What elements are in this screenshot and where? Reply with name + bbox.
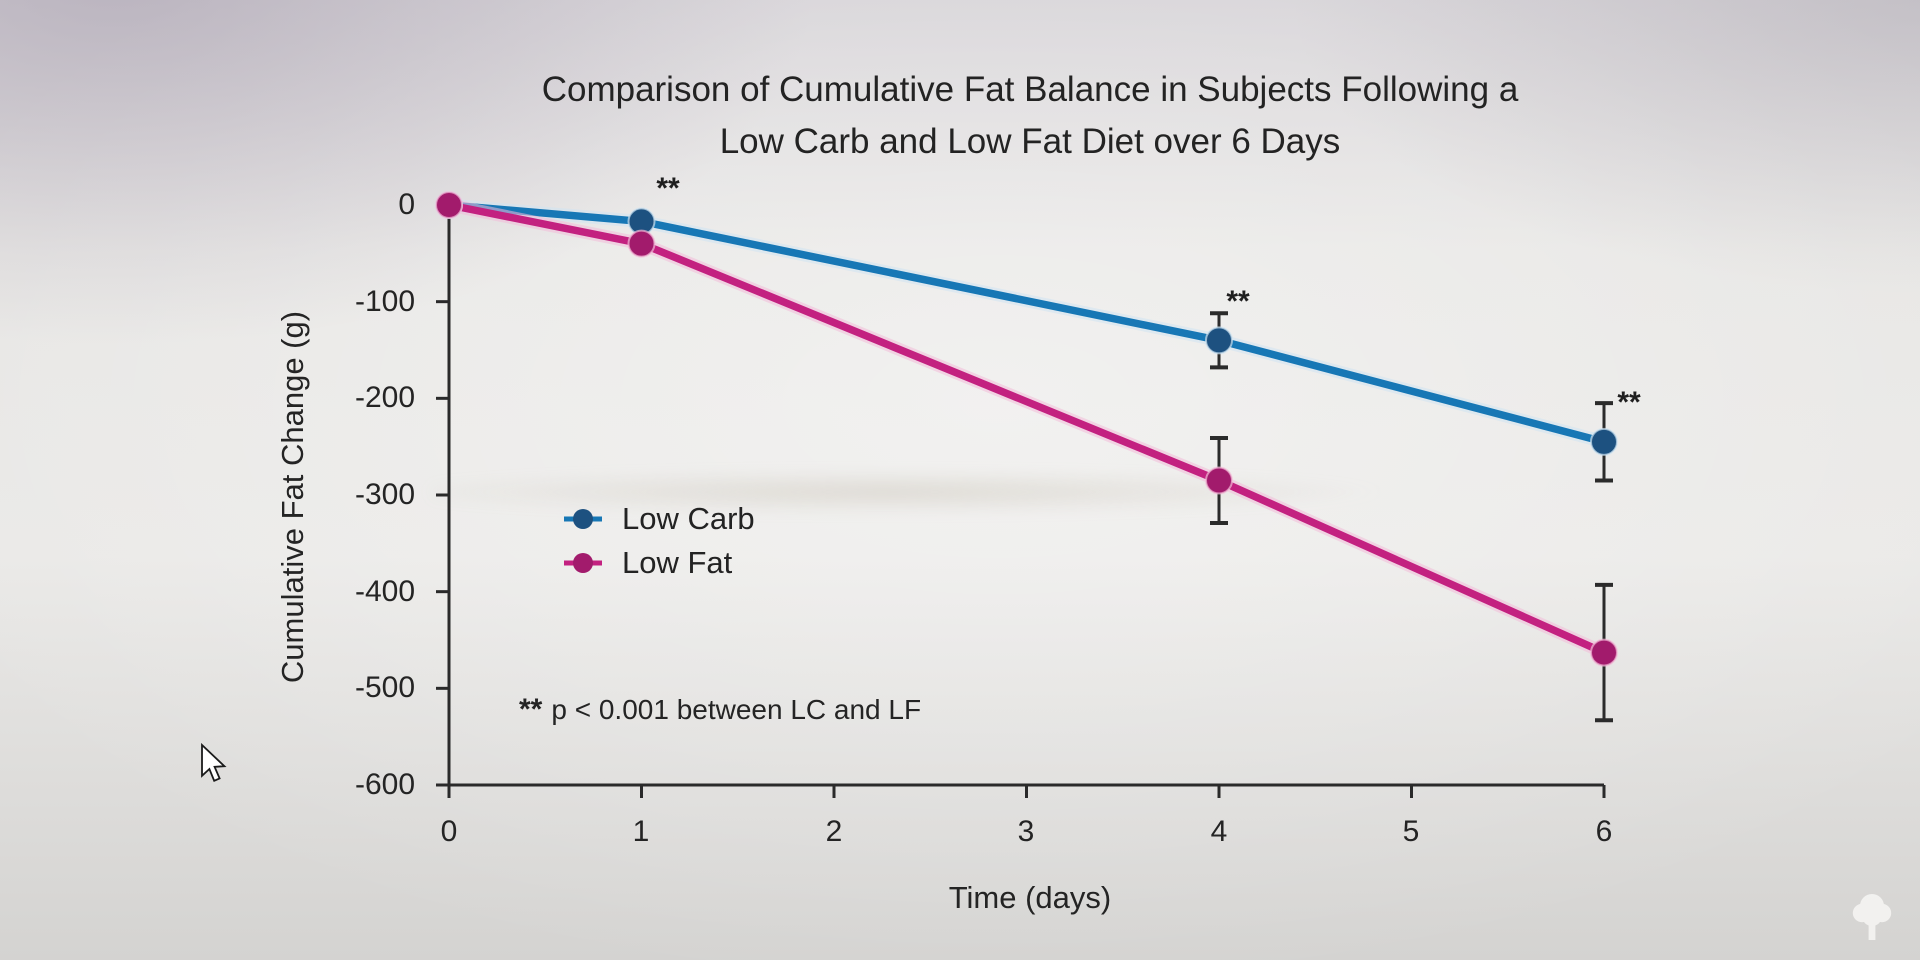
arrow-cursor-icon [201, 743, 227, 782]
x-tick-label: 0 [440, 815, 458, 848]
x-tick-label: 4 [1210, 815, 1228, 848]
data-point [627, 229, 656, 258]
legend-label-low-fat: Low Fat [622, 545, 733, 580]
x-tick-label: 2 [825, 815, 843, 848]
legend-item-low-fat: Low Fat [560, 541, 755, 585]
chart-title: Comparison of Cumulative Fat Balance in … [460, 64, 1600, 168]
data-point [1205, 466, 1233, 495]
significance-note-text: p < 0.001 between LC and LF [551, 694, 922, 725]
low-fat-marker-icon [564, 553, 602, 573]
background-smudge [430, 462, 1560, 522]
x-axis-title: Time (days) [948, 880, 1112, 915]
data-point [1590, 427, 1618, 456]
legend: Low Carb Low Fat [560, 497, 755, 585]
y-tick-label: 0 [398, 188, 415, 221]
x-tick-label: 6 [1595, 815, 1613, 848]
data-point [1205, 326, 1233, 355]
y-tick-label: -200 [354, 381, 415, 414]
significance-note-symbol: ** [519, 693, 543, 726]
significance-marker-day6: ** [1617, 386, 1641, 419]
x-tick-label: 5 [1402, 815, 1420, 848]
series-line [448, 201, 1605, 446]
x-tick-label: 3 [1017, 815, 1035, 848]
chart-title-line1: Comparison of Cumulative Fat Balance in … [541, 70, 1519, 109]
low-carb-marker-icon [564, 509, 602, 529]
significance-marker-day4: ** [1226, 285, 1250, 318]
significance-marker-day1: ** [656, 172, 680, 205]
y-tick-label: -500 [354, 671, 415, 704]
legend-item-low-carb: Low Carb [560, 497, 755, 541]
data-point [1590, 638, 1618, 667]
chart-title-line2: Low Carb and Low Fat Diet over 6 Days [719, 122, 1341, 161]
series-halo [442, 198, 1611, 660]
data-point [435, 191, 463, 219]
tree-icon [1852, 894, 1892, 940]
legend-label-low-carb: Low Carb [622, 501, 755, 536]
significance-note: ** p < 0.001 between LC and LF [519, 693, 921, 727]
x-tick-label: 1 [632, 815, 650, 848]
y-tick-label: -100 [354, 285, 415, 318]
y-tick-label: -400 [354, 575, 415, 608]
series-line [448, 201, 1606, 656]
y-tick-label: -300 [354, 478, 415, 511]
y-tick-label: -600 [354, 768, 415, 801]
y-axis-title: Cumulative Fat Change (g) [275, 310, 310, 684]
